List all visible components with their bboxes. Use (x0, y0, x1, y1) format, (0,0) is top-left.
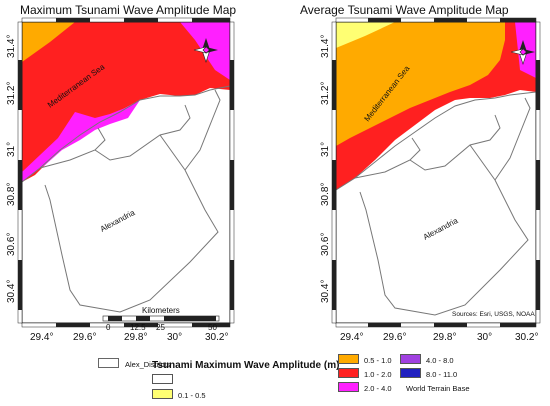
map2-zone-yellow (336, 22, 395, 48)
map1-zone-magenta-coast (22, 100, 140, 182)
map1-xtick-4: 30.2° (205, 332, 228, 343)
map1-xtick-2: 29.8° (124, 332, 147, 343)
map1-ytick-1: 31.2° (6, 82, 17, 105)
map1-scale-title: Kilometers (142, 306, 180, 315)
legend-swatch-blue (400, 368, 421, 378)
map2-xtick-0: 29.4° (340, 332, 363, 343)
map1-scale-label-2: 25 (156, 323, 165, 332)
map1-title: Maximum Tsunami Wave Amplitude Map (20, 3, 237, 17)
map2-xtick-1: 29.6° (383, 332, 406, 343)
map1-scale-bar: Kilometers 0 12.5 25 50 (102, 306, 220, 332)
map2-north-arrow-icon (510, 40, 535, 65)
map1-zone-magenta-top (180, 22, 230, 80)
map1-ytick-2: 31° (6, 142, 17, 157)
legend-swatch-magenta (338, 382, 359, 392)
legend-title: Tsunami Maximum Wave Amplitude (m) (152, 360, 340, 371)
map2-zone-orange (336, 22, 505, 146)
legend-district-label: Alex_Districts (125, 360, 171, 369)
map1-xtick-3: 30° (167, 332, 182, 343)
legend-label-magenta: 2.0 - 4.0 (364, 384, 392, 393)
map1-scale-label-3: 50 (208, 323, 217, 332)
map2-xtick-4: 30.2° (515, 332, 538, 343)
map2-district-boundaries (335, 91, 537, 316)
legend-label-orange: 0.5 - 1.0 (364, 356, 392, 365)
legend-label-yellow: 0.1 - 0.5 (178, 391, 206, 400)
map1-north-arrow-icon (193, 38, 218, 63)
map2-ytick-4: 30.6° (320, 233, 331, 256)
legend-swatch-purple (400, 354, 421, 364)
legend-label-red: 1.0 - 2.0 (364, 370, 392, 379)
map1-scale-label-1: 12.5 (130, 323, 146, 332)
map1-zone-red (22, 22, 230, 182)
map1-tick-bars (17, 17, 235, 328)
map2-sources: Sources: Esri, USGS, NOAA (452, 311, 535, 318)
legend-swatch-yellow (152, 389, 173, 399)
legend-district-swatch (98, 358, 119, 368)
map1-scale-label-0: 0 (106, 323, 111, 332)
map1-ytick-4: 30.6° (6, 233, 17, 256)
map1-ytick-3: 30.8° (6, 183, 17, 206)
map2-xtick-2: 29.8° (433, 332, 456, 343)
map2-ytick-0: 31.4° (320, 35, 331, 58)
map2-ytick-5: 30.4° (320, 280, 331, 303)
map2: Mediterranean Sea Alexandria 29.4° 29.6°… (320, 17, 541, 343)
map2-tick-bars (331, 17, 541, 328)
legend-swatch-white (152, 374, 173, 384)
legend-swatch-red (338, 368, 359, 378)
map2-ytick-3: 30.8° (320, 183, 331, 206)
map1: Mediterranean Sea Alexandria 29.4° 29.6°… (6, 17, 235, 343)
legend-base-label: World Terrain Base (406, 384, 470, 393)
legend-swatch-orange (338, 354, 359, 364)
legend-label-blue: 8.0 - 11.0 (426, 370, 458, 379)
map1-xtick-1: 29.6° (73, 332, 96, 343)
map1-ytick-5: 30.4° (6, 280, 17, 303)
map2-title: Average Tsunami Wave Amplitude Map (300, 3, 509, 17)
legend-label-purple: 4.0 - 8.0 (426, 356, 454, 365)
map1-xtick-0: 29.4° (30, 332, 53, 343)
map1-ytick-0: 31.4° (6, 35, 17, 58)
map2-ytick-2: 31° (320, 142, 331, 157)
map2-ytick-1: 31.2° (320, 82, 331, 105)
map2-xtick-3: 30° (477, 332, 492, 343)
map1-district-boundaries (21, 85, 231, 313)
map1-zone-orange (22, 22, 75, 62)
